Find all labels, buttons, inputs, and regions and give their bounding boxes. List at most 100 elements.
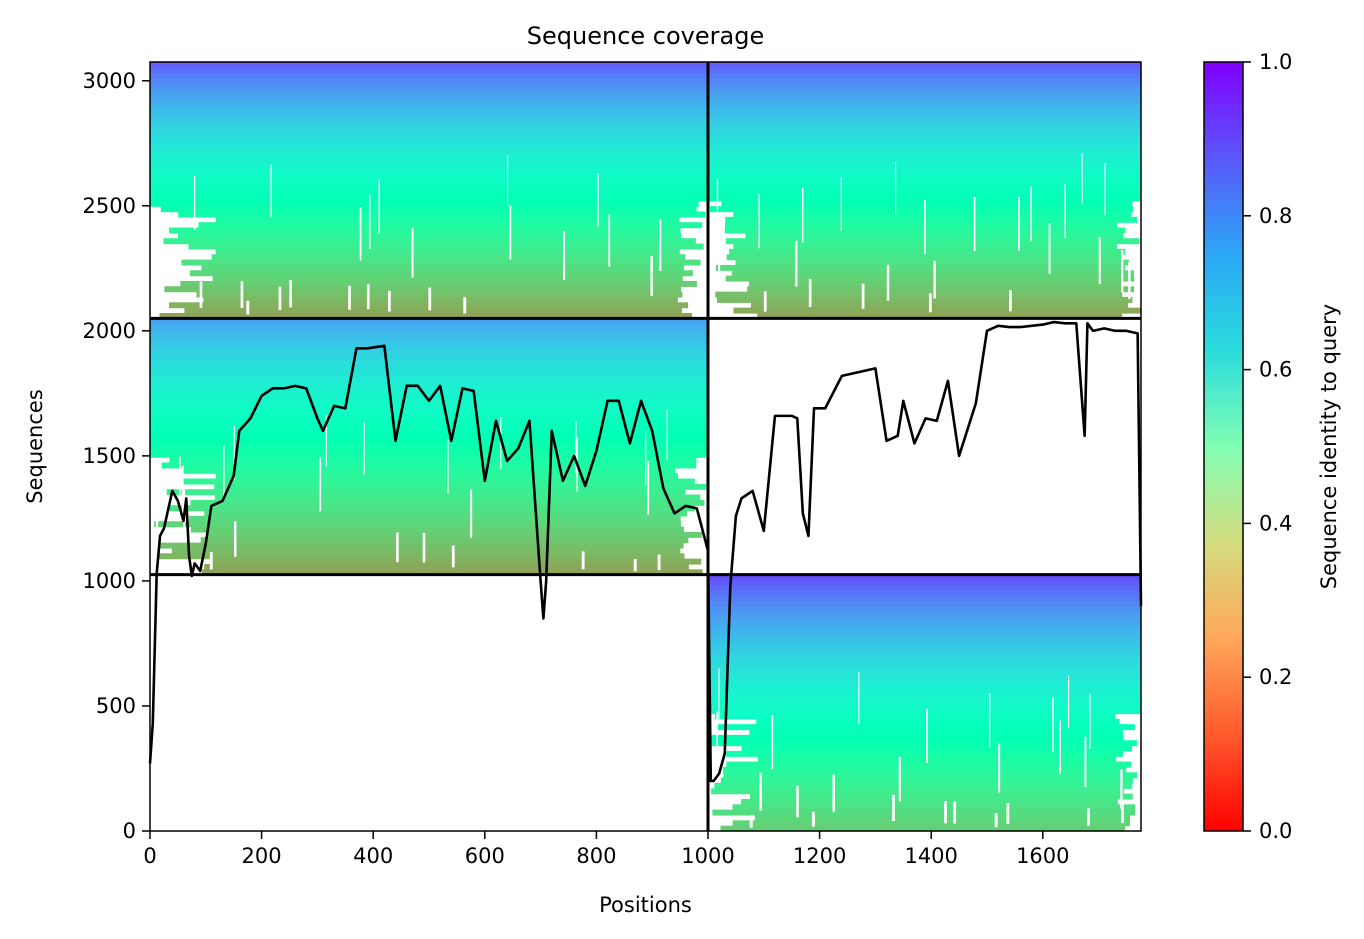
- coverage-band: [214, 483, 707, 490]
- chart-title: Sequence coverage: [527, 22, 764, 50]
- alignment-gap: [1104, 162, 1106, 216]
- coverage-band: [723, 772, 1138, 779]
- alignment-gap: [209, 552, 213, 570]
- coverage-band: [180, 280, 697, 287]
- coverage-band: [708, 638, 1141, 645]
- coverage-band: [708, 83, 1141, 90]
- coverage-band: [747, 286, 1135, 293]
- coverage-band: [190, 499, 705, 506]
- coverage-band: [150, 446, 708, 453]
- alignment-gap: [378, 179, 380, 234]
- coverage-band: [211, 254, 686, 261]
- alignment-gap: [657, 554, 661, 571]
- alignment-gap: [892, 794, 895, 821]
- coverage-band: [150, 387, 708, 394]
- coverage-band: [157, 553, 685, 560]
- x-tick-label: 1000: [681, 844, 734, 868]
- colorbar-frame: [1203, 61, 1244, 832]
- alignment-gap: [953, 801, 957, 824]
- coverage-band: [198, 222, 703, 229]
- alignment-gap: [858, 671, 860, 724]
- alignment-gap: [763, 291, 767, 312]
- coverage-band: [708, 697, 1141, 704]
- alignment-gap: [1064, 183, 1066, 239]
- coverage-band: [725, 222, 1118, 229]
- alignment-gap: [181, 465, 184, 519]
- alignment-gap: [153, 217, 156, 270]
- y-tick-label: 0: [123, 819, 136, 843]
- coverage-band: [150, 377, 708, 384]
- coverage-band: [169, 227, 681, 234]
- coverage-band: [708, 681, 1141, 688]
- y-axis-ticks: 0 500 1000 1500 2000 2500 3000: [83, 69, 150, 843]
- y-axis-label: Sequences: [23, 389, 47, 504]
- coverage-band: [196, 291, 683, 298]
- coverage-band: [729, 248, 1126, 255]
- alignment-gap: [796, 785, 799, 818]
- alignment-gap: [933, 260, 936, 299]
- coverage-band: [150, 168, 708, 175]
- coverage-band: [708, 617, 1141, 624]
- x-axis-label: Positions: [599, 893, 692, 917]
- y-tick-label: 2000: [83, 319, 136, 343]
- alignment-gap: [771, 715, 774, 769]
- coverage-band: [154, 521, 681, 528]
- coverage-band: [150, 104, 708, 111]
- alignment-gap: [840, 177, 843, 232]
- coverage-band: [708, 601, 1141, 608]
- coverage-band: [708, 184, 1141, 191]
- alignment-gap: [1059, 720, 1061, 774]
- alignment-gap: [447, 438, 449, 494]
- alignment-gap: [973, 196, 976, 252]
- coverage-band: [150, 147, 708, 154]
- coverage-band: [215, 473, 679, 480]
- coverage-band: [708, 596, 1141, 602]
- alignment-gap: [898, 756, 901, 802]
- coverage-band: [184, 307, 682, 314]
- coverage-band: [750, 793, 1133, 800]
- coverage-band: [754, 814, 1131, 821]
- coverage-band: [150, 345, 708, 351]
- coverage-band: [203, 296, 678, 303]
- coverage-band: [159, 542, 684, 549]
- coverage-band: [733, 307, 1141, 314]
- coverage-band: [756, 718, 1120, 725]
- coverage-band: [708, 686, 1141, 693]
- coverage-band: [708, 94, 1141, 100]
- coverage-band: [150, 430, 708, 437]
- coverage-band: [709, 734, 1124, 741]
- alignment-gap: [749, 815, 753, 828]
- coverage-band: [708, 590, 1141, 597]
- alignment-gap: [666, 409, 668, 460]
- coverage-band: [201, 264, 685, 271]
- alignment-gap: [199, 281, 203, 309]
- coverage-band: [708, 644, 1141, 651]
- alignment-gap: [359, 207, 362, 261]
- y-tick-label: 500: [96, 694, 136, 718]
- colorbar-tick-label: 0.8: [1259, 204, 1292, 228]
- coverage-band: [201, 569, 703, 576]
- alignment-gap: [1121, 800, 1124, 824]
- coverage-band: [189, 515, 681, 522]
- coverage-band: [189, 270, 693, 277]
- alignment-gap: [158, 208, 161, 262]
- coverage-band: [708, 633, 1141, 640]
- alignment-gap: [1018, 196, 1020, 252]
- colorbar-tick-label: 0.2: [1259, 665, 1292, 689]
- coverage-band: [150, 435, 708, 442]
- coverage-band: [708, 692, 1141, 699]
- alignment-gap: [895, 161, 897, 214]
- coverage-band: [169, 457, 697, 464]
- coverage-band: [708, 195, 1141, 202]
- coverage-band: [181, 259, 701, 266]
- coverage-band: [150, 350, 708, 357]
- x-tick-label: 200: [242, 844, 282, 868]
- coverage-band: [710, 740, 1137, 747]
- alignment-gap: [155, 501, 159, 546]
- coverage-band: [190, 526, 684, 533]
- coverage-band: [708, 158, 1141, 165]
- coverage-band: [708, 654, 1141, 661]
- block-upper-right: [708, 62, 1142, 319]
- alignment-gap: [233, 426, 235, 480]
- alignment-gap: [944, 800, 947, 824]
